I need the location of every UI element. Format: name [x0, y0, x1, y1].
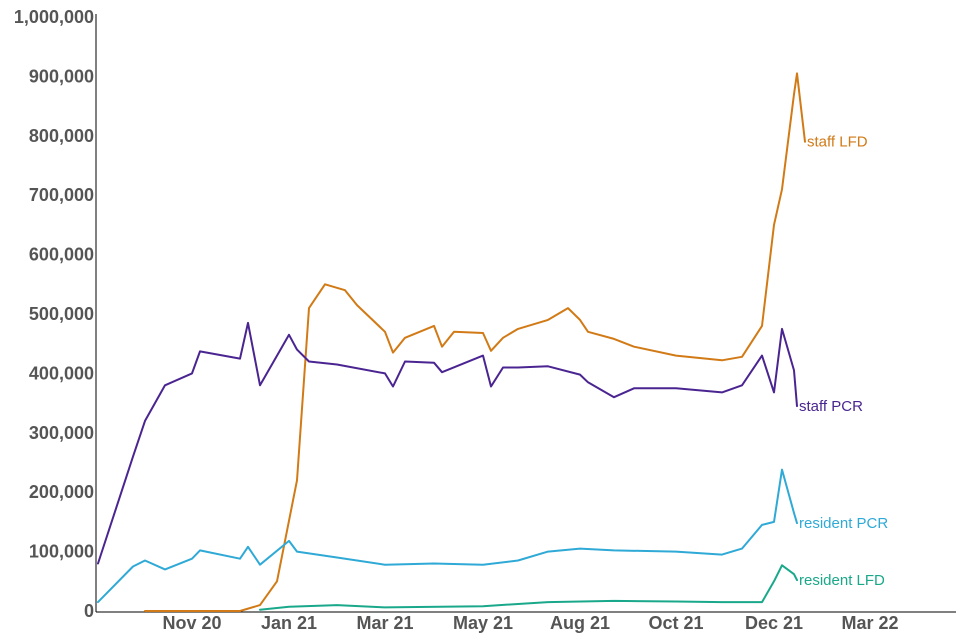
y-tick-label: 500,000 — [29, 304, 94, 324]
x-tick-label: Mar 22 — [841, 613, 898, 633]
series-line-staff-pcr — [97, 321, 798, 565]
series-line-staff-lfd — [144, 72, 806, 612]
y-tick-label: 200,000 — [29, 482, 94, 502]
series-line-resident-lfd — [259, 564, 798, 611]
y-tick-label: 100,000 — [29, 542, 94, 562]
y-tick-label: 600,000 — [29, 245, 94, 265]
series-label-resident-lfd: resident LFD — [799, 572, 885, 589]
y-tick-label: 0 — [84, 601, 94, 621]
x-tick-labels: Nov 20 Jan 21 Mar 21 May 21 Aug 21 Oct 21 Dec … — [162, 613, 898, 633]
x-tick-label: Nov 20 — [162, 613, 221, 633]
series-label-staff-lfd: staff LFD — [807, 134, 868, 151]
series-lines — [97, 72, 806, 612]
series-label-staff-pcr: staff PCR — [799, 398, 863, 415]
y-tick-label: 800,000 — [29, 126, 94, 146]
x-tick-label: Aug 21 — [550, 613, 610, 633]
series-label-resident-pcr: resident PCR — [799, 515, 888, 532]
x-tick-label: Mar 21 — [356, 613, 413, 633]
x-tick-label: May 21 — [453, 613, 513, 633]
x-tick-label: Jan 21 — [261, 613, 317, 633]
y-tick-label: 700,000 — [29, 185, 94, 205]
series-labels: staff LFD staff PCR resident PCR resident L… — [799, 134, 888, 589]
y-tick-label: 900,000 — [29, 66, 94, 86]
y-tick-label: 400,000 — [29, 363, 94, 383]
y-tick-label: 300,000 — [29, 423, 94, 443]
y-tick-labels: 0 100,000 200,000 300,000 400,000 500,000 600,… — [14, 7, 94, 621]
x-tick-label: Dec 21 — [745, 613, 803, 633]
x-tick-label: Oct 21 — [648, 613, 703, 633]
series-line-resident-pcr — [97, 468, 798, 604]
y-tick-label: 1,000,000 — [14, 7, 94, 27]
